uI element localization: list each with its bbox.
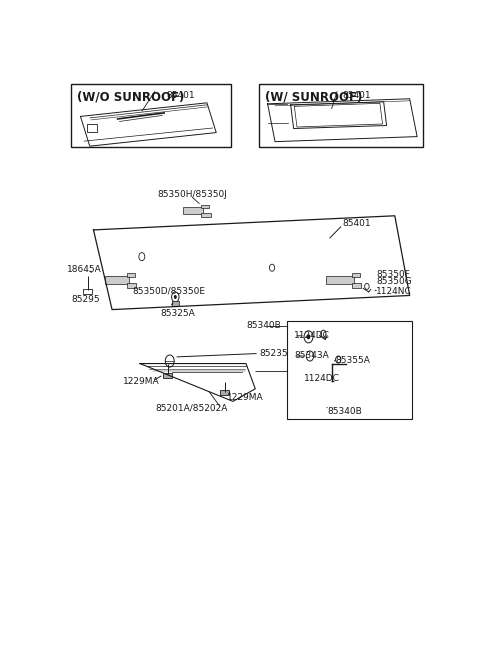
Text: 1124NC: 1124NC	[376, 287, 412, 296]
Bar	[172, 301, 179, 306]
Text: 85235: 85235	[259, 349, 288, 358]
Bar	[287, 321, 411, 419]
Bar	[202, 214, 211, 217]
Bar	[220, 390, 229, 396]
Text: (W/O SUNROOF): (W/O SUNROOF)	[77, 90, 184, 103]
Text: 1124DC: 1124DC	[294, 331, 330, 341]
Bar	[83, 289, 92, 294]
Bar	[163, 373, 172, 378]
Circle shape	[172, 292, 179, 302]
Bar	[202, 204, 209, 208]
Text: 1124DC: 1124DC	[304, 374, 339, 383]
Circle shape	[304, 331, 313, 343]
Circle shape	[307, 334, 311, 339]
Text: 85340B: 85340B	[246, 321, 281, 330]
Text: 85340B: 85340B	[328, 407, 362, 416]
Text: 85355A: 85355A	[335, 356, 370, 365]
Bar	[87, 124, 97, 132]
Text: 85401: 85401	[166, 90, 195, 100]
Text: 85350H/85350J: 85350H/85350J	[157, 190, 227, 199]
Circle shape	[306, 351, 314, 361]
Bar	[326, 276, 354, 284]
Text: 18645A: 18645A	[67, 265, 102, 274]
Text: 85201A/85202A: 85201A/85202A	[156, 404, 228, 413]
Text: 1229MA: 1229MA	[123, 377, 160, 386]
Text: 85350D/85350E: 85350D/85350E	[132, 286, 205, 295]
Bar	[259, 84, 423, 147]
Bar	[127, 273, 135, 277]
Text: 1229MA: 1229MA	[228, 393, 264, 402]
Circle shape	[165, 355, 174, 367]
Text: 85295: 85295	[71, 295, 100, 304]
Text: 85325A: 85325A	[160, 309, 195, 318]
Circle shape	[174, 295, 177, 299]
Circle shape	[336, 356, 341, 363]
Circle shape	[321, 330, 326, 337]
Text: 85350F: 85350F	[376, 270, 410, 279]
Bar	[127, 284, 136, 288]
Text: 85350G: 85350G	[376, 277, 412, 286]
Circle shape	[365, 284, 369, 290]
Text: 85343A: 85343A	[294, 352, 329, 360]
Bar	[183, 207, 203, 214]
Text: 85401: 85401	[343, 219, 372, 229]
Bar	[71, 84, 231, 147]
Bar	[105, 276, 129, 284]
Text: 85401: 85401	[343, 90, 372, 100]
Bar	[352, 273, 360, 277]
Bar	[352, 284, 361, 288]
Text: (W/ SUNROOF): (W/ SUNROOF)	[264, 90, 362, 103]
